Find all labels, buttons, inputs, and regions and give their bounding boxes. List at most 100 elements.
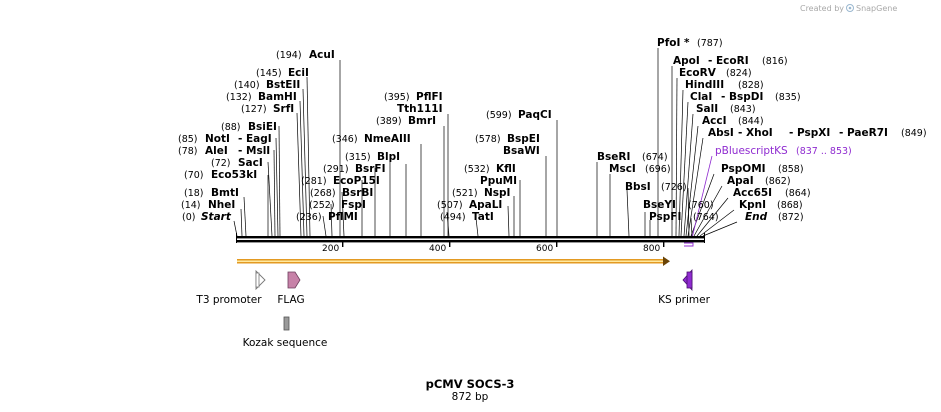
start-label: Start [201,211,232,223]
tick-label: 400 [429,244,446,254]
svg-text:(70): (70) [184,170,204,181]
site-label: BmtI [211,187,239,199]
svg-text:(760): (760) [688,200,714,211]
site-label: ClaI [690,91,712,103]
svg-text:(140): (140) [234,80,260,91]
site-label: BsrBI [342,187,373,199]
site-label: BseYI [643,199,676,211]
svg-text:(726): (726) [661,182,687,193]
flag-feature-icon [287,271,301,289]
primer-site-range: (837 .. 853) [796,146,852,157]
svg-text:(72): (72) [211,158,231,169]
svg-text:(78): (78) [178,146,198,157]
credit-text: Created by [800,4,844,13]
site-label: ApoI [673,55,700,67]
kozak-feature-icon [283,316,290,331]
snapgene-logo-icon [846,4,854,12]
primer-site-label: pBluescriptKS [715,145,788,157]
site-label: - XhoI [738,127,773,139]
svg-text:(764): (764) [693,212,719,223]
svg-text:(494): (494) [440,212,466,223]
svg-text:(787): (787) [697,38,723,49]
site-label: BlpI [377,151,400,163]
svg-text:(849): (849) [901,128,927,139]
site-label: BbsI [625,181,651,193]
feature-label-ks-primer: KS primer [658,294,710,306]
site-label: Eco53kI [211,169,257,181]
svg-text:(252): (252) [309,200,335,211]
site-label: EcoP15I [333,175,380,187]
svg-text:(599): (599) [486,110,512,121]
site-label: PfoI * [657,37,690,49]
site-label: PspOMI [721,163,766,175]
svg-text:(85): (85) [178,134,198,145]
site-label: SrfI [273,103,294,115]
svg-text:(291): (291) [323,164,349,175]
sites-right: PfoI * (787) ApoI - EcoRI (816) EcoRV (8… [597,37,927,223]
site-label: NspI [484,187,510,199]
svg-text:(346): (346) [332,134,358,145]
orf-arrow [237,256,670,266]
site-label: ApaI [727,175,754,187]
tick-label: 200 [322,244,339,254]
svg-text:(696): (696) [645,164,671,175]
feature-label-flag: FLAG [277,294,304,306]
site-leader-lines [233,48,738,237]
svg-text:(145): (145) [256,68,282,79]
site-label: AccI [702,115,726,127]
svg-text:(532): (532) [464,164,490,175]
primer-binding-mark [684,242,694,247]
site-label: PspFI [649,211,681,223]
site-label: Acc65I [733,187,772,199]
site-label: BsrFI [355,163,386,175]
svg-text:(88): (88) [221,122,241,133]
svg-text:(268): (268) [310,188,336,199]
site-label: MscI [609,163,636,175]
site-label: - EagI [238,133,272,145]
svg-text:(18): (18) [184,188,204,199]
site-label: BamHI [258,91,297,103]
svg-text:(674): (674) [642,152,668,163]
svg-text:(862): (862) [765,176,791,187]
feature-label-t3-promoter: T3 promoter [195,294,262,306]
site-label: - EcoRI [708,55,749,67]
site-label: AleI [205,145,228,157]
ks-primer-icon [682,268,693,292]
site-label: EciI [288,67,309,79]
feature-label-kozak: Kozak sequence [243,337,328,349]
svg-text:(389): (389) [376,116,402,127]
site-label: - MslI [238,145,270,157]
site-label: NheI [208,199,235,211]
svg-text:(14): (14) [181,200,201,211]
sites-left: (194) AcuI (145) EciI (140) BstEII (132)… [178,49,335,223]
t3-promoter-icon [255,269,266,291]
site-label: NmeAIII [364,133,411,145]
svg-text:(843): (843) [730,104,756,115]
svg-text:(578): (578) [475,134,501,145]
tick-label: 600 [536,244,553,254]
site-label: Tth111I [397,103,442,115]
svg-text:(872): (872) [778,212,804,223]
site-label: AbsI [708,127,734,139]
site-label: NotI [205,133,230,145]
site-label: KpnI [739,199,766,211]
ruler: 200 400 600 800 [322,242,665,254]
svg-text:(835): (835) [775,92,801,103]
svg-text:(816): (816) [762,56,788,67]
sites-mid: (395) PflFI Tth111I (389) BmrI (346) Nme… [296,91,552,223]
svg-text:(864): (864) [785,188,811,199]
svg-text:(127): (127) [241,104,267,115]
svg-text:(281): (281) [301,176,327,187]
tick-label: 800 [643,244,660,254]
svg-text:(395): (395) [384,92,410,103]
site-label: - BspDI [721,91,763,103]
site-label: PaqCI [518,109,552,121]
svg-text:(844): (844) [738,116,764,127]
site-label: - PspXI [789,127,830,139]
site-label: BstEII [266,79,300,91]
site-label: PflFI [416,91,443,103]
site-label: KflI [496,163,516,175]
site-label: PpuMI [480,175,517,187]
site-label: PflMI [328,211,358,223]
